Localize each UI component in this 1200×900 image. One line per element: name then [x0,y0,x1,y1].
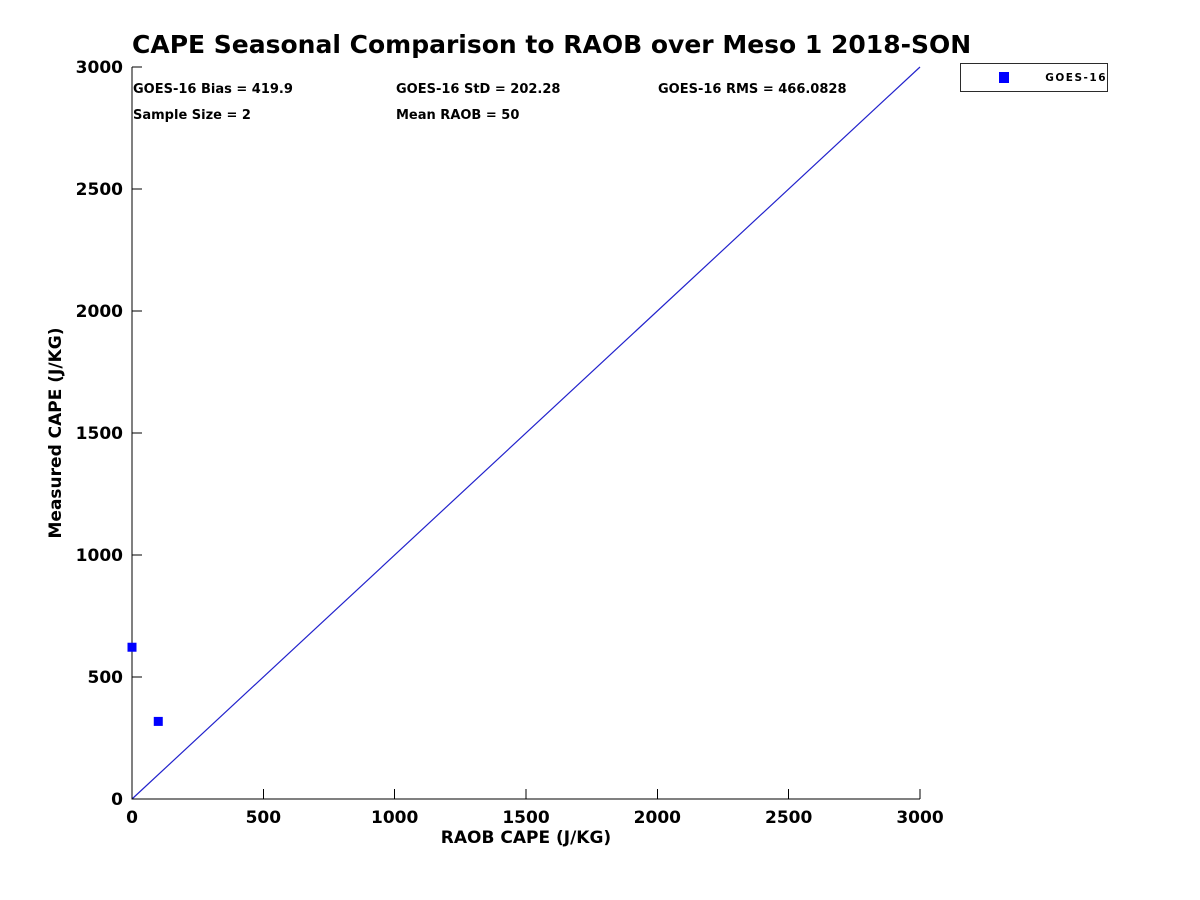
y-tick-label: 1000 [76,546,123,566]
legend-marker-icon [999,72,1010,83]
data-point-marker [127,642,137,652]
x-tick-label: 0 [126,808,138,828]
y-tick-label: 3000 [76,58,123,78]
x-tick-label: 500 [246,808,282,828]
y-tick-label: 2500 [76,180,123,200]
y-tick-label: 0 [111,790,123,810]
stat-rms: GOES-16 RMS = 466.0828 [658,82,847,97]
y-tick-label: 1500 [76,424,123,444]
y-tick-label: 2000 [76,302,123,322]
stat-std: GOES-16 StD = 202.28 [396,82,561,97]
data-point-marker [153,716,163,726]
y-axis-label: Measured CAPE (J/KG) [46,327,66,539]
legend: GOES-16 [960,63,1108,92]
x-axis-label: RAOB CAPE (J/KG) [440,828,612,848]
x-tick-label: 1000 [371,808,418,828]
stat-mean-raob: Mean RAOB = 50 [396,108,520,123]
chart-title: CAPE Seasonal Comparison to RAOB over Me… [132,30,972,59]
identity-line [131,66,921,800]
y-tick-label: 500 [88,668,124,688]
stat-bias: GOES-16 Bias = 419.9 [133,82,293,97]
x-tick-label: 3000 [896,808,943,828]
x-tick-label: 1500 [502,808,549,828]
legend-label: GOES-16 [1045,71,1107,84]
x-tick-label: 2500 [765,808,812,828]
stat-sample-size: Sample Size = 2 [133,108,251,123]
x-tick-label: 2000 [634,808,681,828]
